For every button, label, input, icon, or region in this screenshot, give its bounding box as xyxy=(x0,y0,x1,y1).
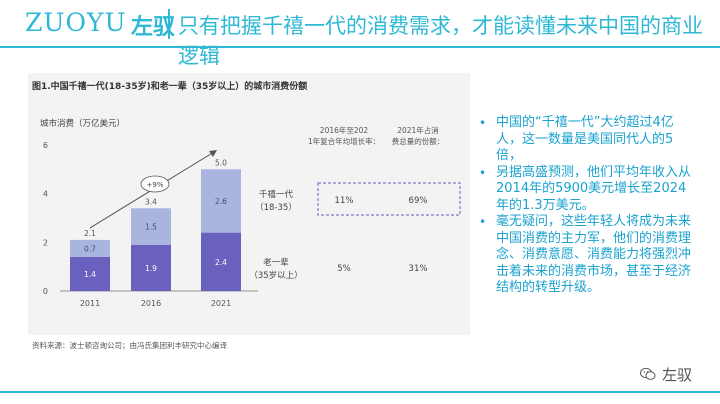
table-cagr-value: 5% xyxy=(337,264,351,274)
bar-value-label: 2.6 xyxy=(215,197,227,206)
bar-segment-millennial xyxy=(70,239,110,257)
y-tick-label: 6 xyxy=(43,141,48,150)
bar-total-label: 2.1 xyxy=(84,229,96,238)
y-tick-label: 2 xyxy=(43,238,48,247)
bullet-item: • 中国的“千禧一代”大约超过4亿人，这一数量是美国同代人的5倍， xyxy=(476,115,696,165)
x-tick-label: 2016 xyxy=(141,299,161,308)
figure-source: 资料来源：波士顿咨询公司；由冯氏集团利丰研究中心编译 xyxy=(32,341,227,350)
millennial-highlight-box xyxy=(317,182,461,216)
bullet-marker: • xyxy=(479,165,487,180)
header: ZUOYU 左驭 只有把握千禧一代的消费需求，才能读懂未来中国的商业逻辑 xyxy=(0,0,720,68)
table-row-label: （35岁以上） xyxy=(249,270,302,281)
table-column-header: 费总量的份额： xyxy=(392,136,445,146)
bullet-item: • 毫无疑问，这些年轻人将成为未来中国消费的主力军，他们的消费理念、消费意愿、消费… xyxy=(476,214,696,297)
bullet-marker: • xyxy=(479,116,487,130)
header-divider xyxy=(168,9,170,39)
table-column-header: 2021年占消 xyxy=(397,125,439,135)
y-tick-label: 0 xyxy=(43,287,48,296)
trend-arrowhead xyxy=(209,150,217,157)
table-row-label: 千禧一代 xyxy=(259,189,294,200)
bar-value-label: 2.4 xyxy=(215,258,227,267)
table-share-value: 31% xyxy=(409,264,428,274)
bar-segment-millennial xyxy=(131,208,171,245)
bullet-item: • 另据高盛预测，他们平均年收入从2014年的5900美元增长至2024年的1.3… xyxy=(476,165,696,215)
bullet-text: 另据高盛预测，他们平均年收入从2014年的5900美元增长至2024年的1.3万… xyxy=(496,164,692,213)
bar-segment-millennial xyxy=(201,169,241,233)
bar-value-label: 1.9 xyxy=(145,264,157,273)
table-row-label: （18-35） xyxy=(255,202,297,213)
bar-value-label: 0.7 xyxy=(84,244,96,253)
table-share-value: 69% xyxy=(409,196,428,206)
bar-value-label: 1.4 xyxy=(84,270,96,279)
x-tick-label: 2021 xyxy=(211,299,231,308)
y-tick-label: 4 xyxy=(43,190,48,199)
table-column-header: 2016年至202 xyxy=(320,125,369,135)
header-rule xyxy=(0,46,720,48)
footer-brand: 左驭 xyxy=(640,364,692,384)
footer-brand-label: 左驭 xyxy=(662,365,693,384)
bullet-list: • 中国的“千禧一代”大约超过4亿人，这一数量是美国同代人的5倍， • 另据高盛预测… xyxy=(476,115,696,297)
x-tick-label: 2011 xyxy=(80,299,100,308)
bar-segment-older xyxy=(70,256,110,291)
bar-total-label: 5.0 xyxy=(215,158,227,167)
growth-label: +9% xyxy=(147,181,164,189)
table-row-label: 老一辈 xyxy=(263,257,289,268)
logo-latin: ZUOYU xyxy=(25,8,127,37)
table-column-header: 1年复合年均增长率： xyxy=(308,136,380,146)
bullet-text: 中国的“千禧一代”大约超过4亿人，这一数量是美国同代人的5倍， xyxy=(496,115,674,163)
bar-segment-older xyxy=(201,232,241,291)
bar-value-label: 1.5 xyxy=(145,223,157,232)
bar-total-label: 3.4 xyxy=(145,197,157,206)
bottom-rule xyxy=(0,391,720,393)
slide-title: 只有把握千禧一代的消费需求，才能读懂未来中国的商业逻辑 xyxy=(178,14,703,68)
bar-segment-older xyxy=(131,244,171,291)
wechat-icon xyxy=(640,367,656,380)
bullet-marker: • xyxy=(479,215,487,229)
bullet-text: 毫无疑问，这些年轻人将成为未来中国消费的主力军，他们的消费理念、消费意愿、消费能… xyxy=(496,214,692,295)
growth-badge xyxy=(140,175,170,193)
y-axis-label: 城市消费（万亿美元） xyxy=(40,118,125,129)
logo-chinese: 左驭 xyxy=(131,15,176,40)
figure-title: 图1.中国千禧一代(18-35岁)和老一辈（35岁以上）的城市消费份额 xyxy=(32,82,308,92)
table-cagr-value: 11% xyxy=(335,196,354,206)
